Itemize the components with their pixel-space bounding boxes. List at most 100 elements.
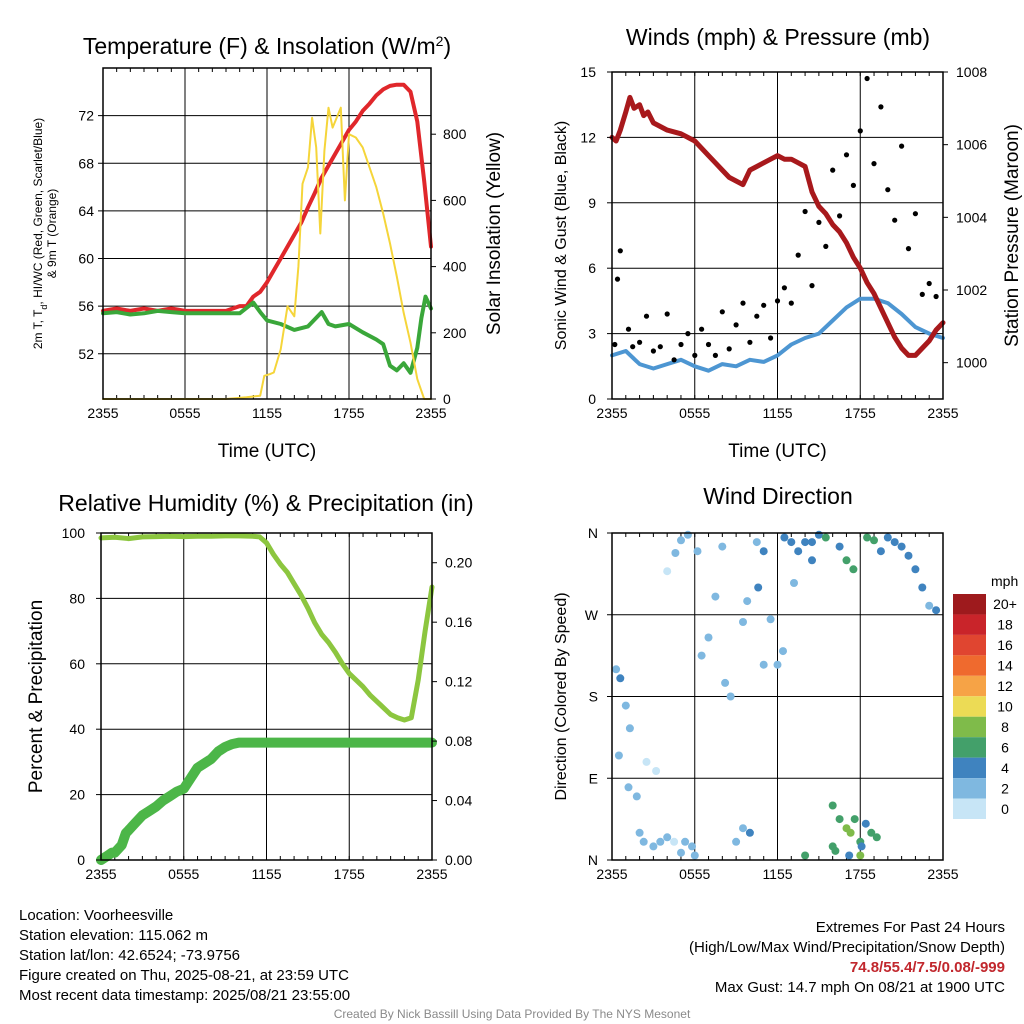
gust-point [871, 161, 877, 167]
x-tick-label: 1155 [251, 866, 281, 882]
legend-swatch [953, 716, 986, 738]
y2-tick-label: 600 [443, 192, 467, 208]
direction-point [870, 536, 878, 545]
y2-tick-label: 0 [443, 391, 451, 407]
gust-point [761, 302, 767, 308]
direction-point [739, 824, 747, 833]
x-tick-label: 0555 [168, 866, 199, 882]
gust-point [905, 246, 912, 252]
direction-point [801, 851, 810, 860]
series-line [102, 106, 432, 400]
direction-point [808, 538, 816, 547]
chart-title: Temperature (F) & Insolation (W/m2) [83, 33, 451, 59]
gust-point [864, 75, 870, 82]
direction-point [642, 757, 651, 766]
direction-point [718, 542, 727, 551]
direction-point [688, 842, 696, 851]
y-axis-label: Sonic Wind & Gust (Blue, Black) [553, 121, 570, 350]
legend-title: mph [991, 573, 1018, 589]
direction-point [671, 549, 680, 557]
gust-point [823, 243, 829, 249]
gust-point [747, 339, 753, 345]
credit-text: Created By Nick Bassill Using Data Provi… [333, 1007, 691, 1021]
direction-point [790, 579, 798, 587]
x-tick-label: 0555 [169, 405, 200, 421]
legend-label: 8 [1001, 719, 1009, 735]
x-tick-label: 2355 [87, 405, 118, 421]
legend-swatch [953, 778, 986, 799]
extremes-legend: (High/Low/Max Wind/Precipitation/Snow De… [689, 939, 1005, 956]
gust-point [733, 322, 739, 328]
direction-point [904, 551, 913, 560]
x-axis-label: Time (UTC) [728, 441, 827, 462]
direction-point [711, 592, 720, 601]
gust-point [850, 182, 857, 188]
legend-label: 6 [1001, 739, 1009, 755]
y-tick-label: 100 [62, 525, 86, 541]
temperature-panel: 52 56 60 64 68 72 0 200 400 600 800 2355 0555 1155 175… [31, 33, 505, 462]
gust-point [678, 341, 684, 348]
direction-point [759, 547, 768, 556]
y2-axis-label: Station Pressure (Maroon) [1002, 124, 1023, 347]
direction-point [745, 828, 754, 837]
gust-point [705, 341, 712, 348]
direction-point [794, 547, 803, 556]
gust-point [637, 339, 643, 345]
legend-swatch [953, 737, 986, 758]
direction-point [614, 751, 623, 760]
series-line [101, 294, 433, 375]
y-tick-label: 64 [78, 203, 94, 219]
x-tick-label: 1755 [845, 866, 876, 882]
legend-swatch [953, 798, 986, 819]
direction-point [911, 565, 920, 574]
gust-point [699, 326, 705, 332]
plot-frame [102, 67, 432, 400]
gust-point [857, 128, 863, 134]
gust-point [617, 248, 623, 254]
direction-point [831, 846, 840, 855]
x-tick-label: 2355 [596, 866, 627, 882]
y-tick-label: 0 [77, 852, 85, 868]
gust-point [768, 335, 774, 341]
direction-point [690, 851, 699, 860]
pressure-line [609, 94, 946, 358]
legend-swatch [953, 594, 986, 615]
direction-point [612, 665, 621, 674]
x-tick-label: 0555 [679, 866, 710, 882]
direction-point [787, 538, 796, 547]
gust-point [712, 352, 719, 358]
legend-swatch [953, 757, 986, 779]
direction-point [890, 538, 899, 547]
direction-point [656, 837, 665, 846]
legend-swatch [953, 675, 986, 697]
humidity-panel: 0 20 40 60 80 100 0.00 0.04 0.08 0.12 0.16 0.20 2355… [26, 490, 474, 882]
direction-point [677, 848, 685, 857]
x-tick-label: 2355 [415, 405, 446, 421]
direction-point [779, 647, 787, 656]
x-tick-label: 1155 [252, 405, 282, 421]
recent-text: Most recent data timestamp: 2025/08/21 2… [19, 987, 351, 1004]
direction-point [835, 542, 844, 551]
gust-point [781, 285, 788, 291]
direction-point [693, 547, 702, 556]
gust-point [899, 143, 905, 149]
direction-point [856, 851, 865, 860]
gust-point [816, 219, 822, 225]
y-tick-label: 68 [78, 155, 94, 171]
y-tick-label: N [588, 852, 598, 868]
humidity-line [98, 533, 435, 723]
gust-point [788, 300, 794, 306]
x-tick-label: 0555 [679, 405, 710, 421]
gust-point [774, 298, 781, 304]
gust-point [664, 311, 670, 317]
y-tick-label: 9 [588, 195, 596, 211]
direction-point [743, 597, 752, 606]
direction-point [849, 565, 858, 574]
direction-point [704, 633, 713, 642]
winds-panel: 0 3 6 9 12 15 1000 1002 1004 1006 1008 2355 0555 1155… [553, 24, 1023, 462]
direction-point [697, 651, 706, 660]
direction-point [754, 583, 763, 592]
gust-point [625, 326, 632, 332]
direction-point [625, 724, 634, 733]
